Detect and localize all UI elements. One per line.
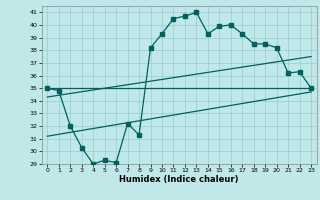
X-axis label: Humidex (Indice chaleur): Humidex (Indice chaleur) — [119, 175, 239, 184]
